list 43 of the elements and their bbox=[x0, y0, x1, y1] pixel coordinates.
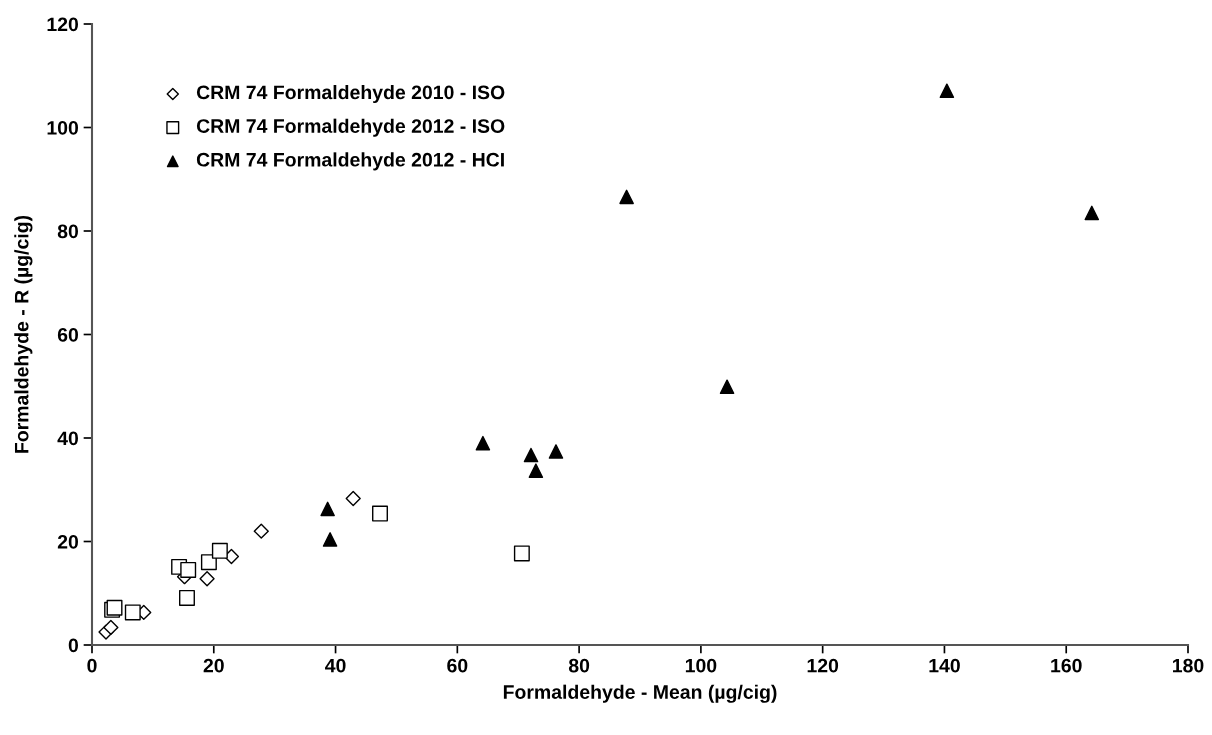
x-axis-title: Formaldehyde - Mean (µg/cig) bbox=[503, 684, 777, 703]
point bbox=[513, 545, 530, 562]
point bbox=[199, 571, 215, 587]
point bbox=[475, 435, 491, 451]
x-tick-label: 80 bbox=[568, 658, 590, 673]
legend-label: CRM 74 Formaldehyde 2012 - HCI bbox=[196, 152, 504, 171]
x-tick-label: 100 bbox=[685, 658, 717, 673]
point bbox=[179, 589, 195, 606]
x-tick-label: 40 bbox=[325, 658, 346, 673]
y-tick-label: 120 bbox=[47, 17, 79, 32]
point bbox=[939, 83, 955, 99]
y-axis-title: Formaldehyde - R (µg/cig) bbox=[14, 215, 33, 453]
point bbox=[548, 444, 564, 459]
x-tick-label: 60 bbox=[447, 658, 468, 673]
point bbox=[619, 189, 634, 205]
x-tick-label: 140 bbox=[929, 658, 960, 673]
y-tick-label: 80 bbox=[57, 224, 79, 239]
point bbox=[528, 463, 544, 478]
x-tick-label: 180 bbox=[1173, 658, 1204, 673]
point bbox=[523, 447, 539, 463]
point bbox=[719, 379, 735, 395]
y-tick-label: 20 bbox=[57, 534, 79, 549]
point bbox=[124, 604, 141, 621]
point bbox=[372, 505, 388, 522]
x-tick-label: 0 bbox=[87, 658, 97, 673]
point bbox=[322, 532, 338, 547]
x-tick-label: 120 bbox=[807, 658, 839, 673]
point bbox=[345, 490, 361, 507]
y-tick-label: 60 bbox=[57, 327, 79, 342]
point bbox=[1084, 205, 1100, 221]
point bbox=[320, 501, 335, 517]
legend-label: CRM 74 Formaldehyde 2010 - ISO bbox=[196, 84, 505, 104]
x-tick-label: 160 bbox=[1051, 658, 1082, 673]
point bbox=[103, 619, 119, 636]
point bbox=[200, 554, 217, 571]
point bbox=[253, 523, 269, 539]
point bbox=[211, 542, 228, 559]
y-tick-label: 40 bbox=[57, 431, 79, 446]
y-tick-label: 100 bbox=[47, 120, 79, 135]
y-tick-label: 0 bbox=[68, 638, 79, 653]
x-tick-label: 20 bbox=[203, 658, 224, 673]
legend-label: CRM 74 Formaldehyde 2012 - ISO bbox=[196, 118, 505, 137]
point bbox=[180, 561, 197, 578]
